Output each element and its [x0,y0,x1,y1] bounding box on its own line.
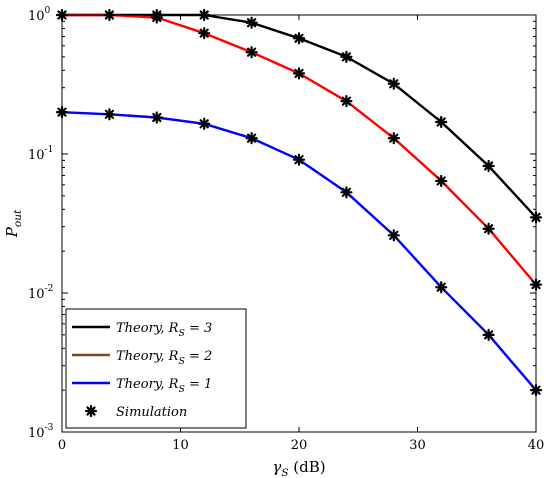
simulation-marker [482,328,495,341]
x-tick-label: 10 [172,438,189,453]
simulation-marker [387,77,400,90]
simulation-marker [435,115,448,129]
simulation-marker [150,111,163,124]
y-tick-label: 10-1 [28,145,53,163]
y-tick-label: 10-2 [28,284,53,302]
simulation-marker [150,11,163,24]
x-tick-label: 30 [409,438,426,453]
simulation-marker [387,132,400,145]
simulation-marker [340,186,353,199]
simulation-marker [435,281,448,294]
x-tick-label: 40 [528,438,545,453]
simulation-marker [245,16,258,29]
legend-label-4: Simulation [116,405,187,420]
simulation-marker [482,222,495,235]
legend-marker [84,404,98,418]
simulation-marker [103,108,116,121]
legend-label-2: Theory, RS = 2 [116,349,212,367]
simulation-marker [292,67,306,80]
simulation-marker [387,229,400,242]
simulation-marker [198,117,211,130]
simulation-marker [245,46,258,59]
x-axis: 0 10 20 30 40 [58,15,544,453]
y-tick-label: 100 [28,6,51,24]
simulation-marker [198,27,211,40]
x-tick-label: 0 [58,438,66,453]
legend-label-3: Theory, RS = 1 [116,377,212,395]
y-axis-title: Pout [3,209,24,238]
x-axis-title: γS (dB) [272,458,325,478]
x-tick-label: 20 [291,438,308,453]
simulation-marker [435,174,448,188]
y-axis: 100 10-1 10-2 10-3 [28,6,536,441]
simulation-marker [340,95,353,108]
legend-box [65,308,247,429]
legend-label-1: Theory, RS = 3 [116,321,212,339]
simulation-marker [292,153,306,166]
simulation-marker [292,32,306,45]
legend: Theory, RS = 3 Theory, RS = 2 Theory, RS =… [65,308,247,429]
y-tick-label: 10-3 [28,423,54,441]
simulation-marker [482,159,495,173]
simulation-marker [340,50,353,63]
simulation-marker [245,132,258,145]
